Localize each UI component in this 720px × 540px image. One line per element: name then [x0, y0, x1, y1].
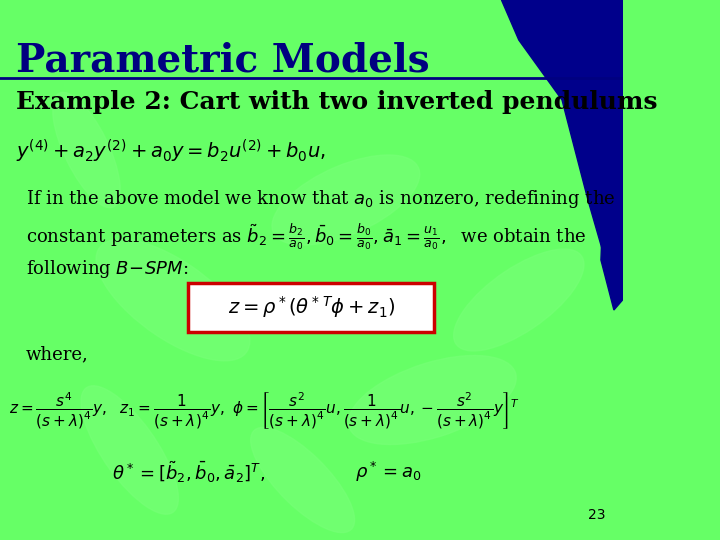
Text: following $\mathit{B\!-\!SPM}$:: following $\mathit{B\!-\!SPM}$:: [26, 258, 189, 280]
Text: $\theta^* = [\tilde{b}_2, \bar{b}_0, \bar{a}_2]^T,$: $\theta^* = [\tilde{b}_2, \bar{b}_0, \ba…: [112, 460, 266, 485]
Text: $z = \rho^*({\theta^*}^T \phi + z_1)$: $z = \rho^*({\theta^*}^T \phi + z_1)$: [228, 294, 395, 320]
Text: constant parameters as $\tilde{b}_2 = \frac{b_2}{a_0}, \bar{b}_0 = \frac{b_0}{a_: constant parameters as $\tilde{b}_2 = \f…: [26, 222, 586, 253]
Ellipse shape: [272, 155, 420, 245]
Text: $\rho^* = a_0$: $\rho^* = a_0$: [354, 460, 420, 484]
Text: Example 2: Cart with two inverted pendulums: Example 2: Cart with two inverted pendul…: [16, 90, 657, 114]
Ellipse shape: [96, 239, 250, 361]
Ellipse shape: [251, 427, 355, 532]
Text: Parametric Models: Parametric Models: [16, 42, 429, 80]
PathPatch shape: [601, 150, 623, 310]
Text: If in the above model we know that $a_0$ is nonzero, redefining the: If in the above model we know that $a_0$…: [26, 188, 616, 210]
Ellipse shape: [53, 92, 120, 208]
PathPatch shape: [502, 0, 623, 260]
Text: $z = \dfrac{s^4}{(s+\lambda)^4}y,\ \ z_1 = \dfrac{1}{(s+\lambda)^4}y,\ \phi = \l: $z = \dfrac{s^4}{(s+\lambda)^4}y,\ \ z_1…: [9, 390, 519, 431]
Text: 23: 23: [588, 508, 606, 522]
Text: where,: where,: [26, 345, 89, 363]
FancyBboxPatch shape: [189, 283, 434, 332]
Ellipse shape: [81, 386, 179, 514]
Text: $y^{(4)} + a_2 y^{(2)} + a_0 y = b_2 u^{(2)} + b_0 u,$: $y^{(4)} + a_2 y^{(2)} + a_0 y = b_2 u^{…: [16, 138, 325, 165]
Ellipse shape: [348, 355, 516, 444]
Ellipse shape: [454, 249, 584, 351]
